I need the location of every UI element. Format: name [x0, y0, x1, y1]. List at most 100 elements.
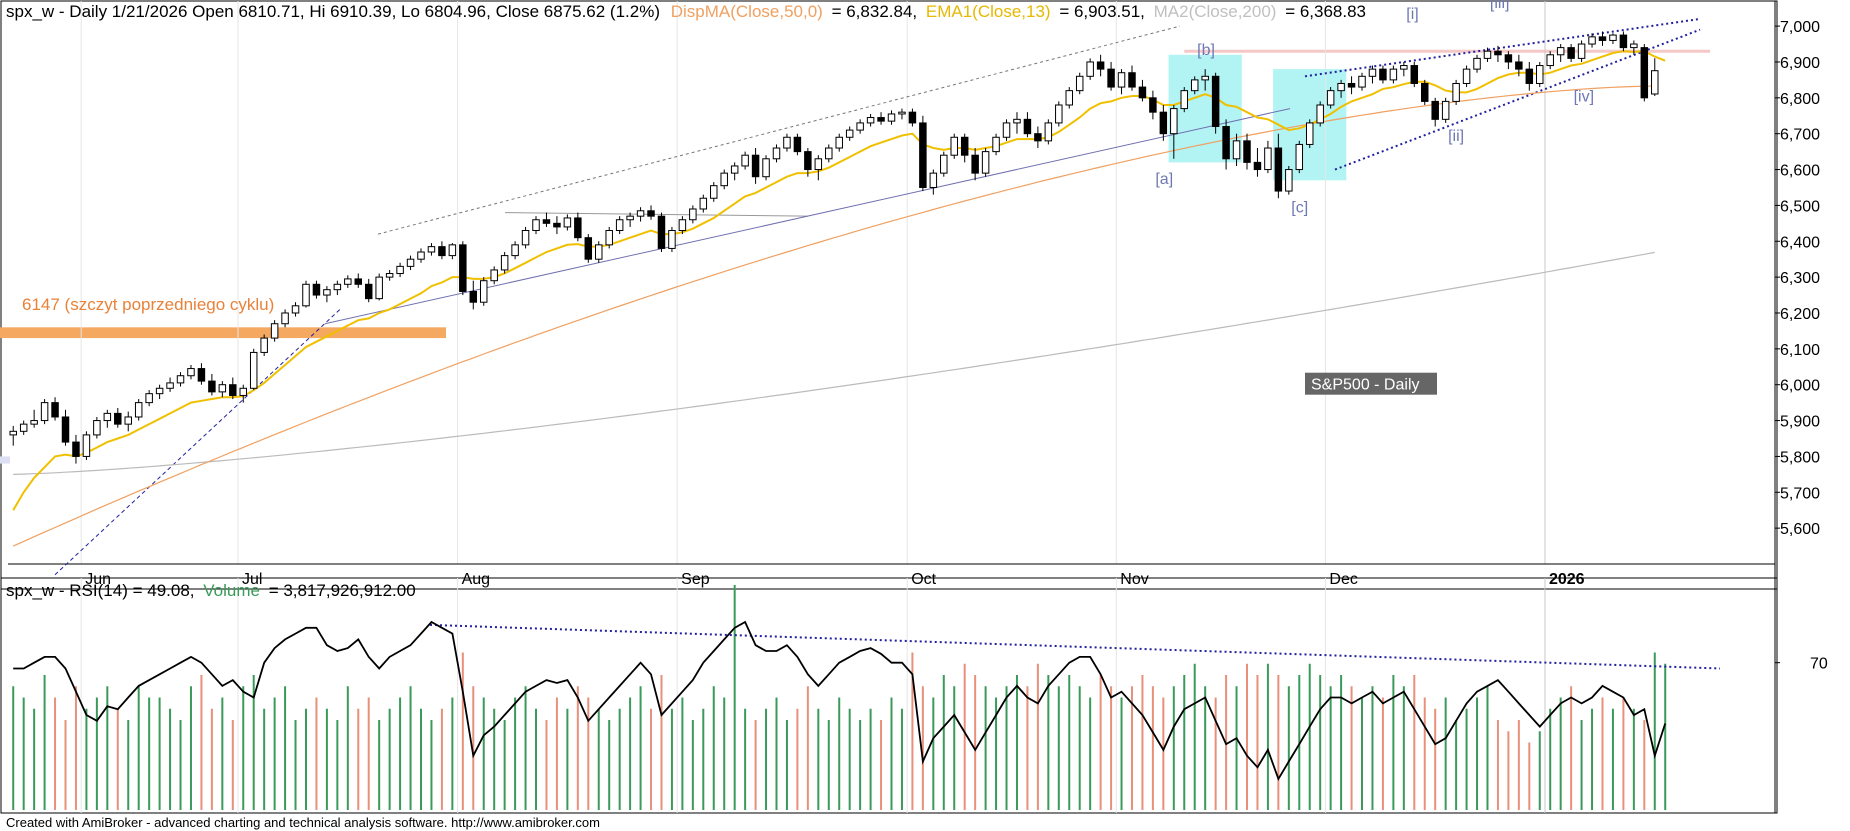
candle-body-up [720, 172, 728, 187]
rsi-header: spx_w - RSI(14) = 49.08, Volume = 3,817,… [6, 581, 416, 600]
candle-body-down [1379, 68, 1387, 81]
month-x-axis: Jun Jul Aug Sep Oct Nov Dec 2026 [85, 571, 1584, 588]
candle [1096, 54, 1105, 77]
candle-body-up [1170, 108, 1178, 135]
candle-body-up [396, 265, 404, 275]
candle-body-down [584, 237, 593, 260]
candle-body-down [1567, 47, 1575, 59]
volume-legend-label: Volume [203, 581, 260, 600]
candle [302, 280, 310, 308]
candle-body-down [804, 151, 812, 171]
candle-body-up [1232, 140, 1241, 160]
previous-cycle-high-label: 6147 (szczyt poprzedniego cyklu) [22, 295, 274, 314]
candle [1504, 51, 1513, 70]
candle-body-up [1180, 90, 1189, 110]
candle [281, 309, 289, 328]
candle-body-up [448, 244, 457, 257]
candle [950, 133, 958, 159]
price-pane-frame [0, 0, 1778, 590]
candle [636, 207, 645, 222]
candle [919, 115, 927, 192]
candle-body-up [814, 158, 823, 171]
candle-body-up [9, 430, 17, 436]
candle [929, 169, 938, 195]
candle-body-up [500, 255, 509, 271]
candle [647, 205, 655, 220]
candle-body-down [1515, 61, 1523, 70]
ma50-line [12, 85, 1655, 547]
y-tick-label: 6,200 [1780, 306, 1820, 323]
candle [1065, 87, 1073, 109]
candle [1515, 54, 1523, 77]
candle-body-up [333, 283, 342, 291]
candle-body-up [1044, 122, 1053, 142]
candle [218, 381, 227, 398]
candle-body-up [82, 434, 91, 457]
candle-body-down [1525, 68, 1534, 84]
candle-body-up [992, 136, 1000, 153]
candle [1013, 112, 1021, 134]
candle-body-up [417, 251, 425, 260]
candle [1358, 72, 1366, 91]
candle [1619, 31, 1628, 52]
candle-body-down [1034, 133, 1042, 142]
candle [1002, 119, 1011, 141]
month-label: Jun [85, 571, 111, 588]
candle-body-down [459, 244, 467, 292]
candle-body-up [145, 393, 153, 404]
candle-body-up [856, 122, 864, 131]
candle-body-up [1065, 90, 1073, 106]
candle [877, 112, 885, 125]
symbol-label-box [1305, 372, 1437, 395]
candle [51, 397, 59, 421]
candle-body-up [730, 165, 739, 174]
wave-label: [a] [1155, 171, 1173, 188]
y-tick-label: 6,100 [1780, 342, 1820, 359]
candle-body-up [532, 219, 540, 232]
candle-body-up [1546, 54, 1554, 67]
y-tick-label: 6,300 [1780, 270, 1820, 287]
candle [1379, 65, 1387, 84]
candle-body-down [908, 111, 917, 124]
candle-body-down [1211, 75, 1220, 128]
candle [229, 377, 237, 400]
candle-body-up [1630, 43, 1638, 49]
candle [1180, 87, 1189, 113]
candle-body-down [751, 154, 760, 178]
candle [1347, 76, 1356, 95]
candle [1400, 61, 1408, 77]
candle [1170, 104, 1178, 159]
candle [887, 110, 896, 125]
y-tick-label: 5,900 [1780, 414, 1820, 431]
left-edge-band [0, 456, 10, 464]
candle [1588, 33, 1596, 48]
candle-body-up [595, 244, 603, 260]
wave-label: [iv] [1574, 88, 1594, 105]
candle-body-up [218, 384, 227, 393]
candle [866, 113, 875, 127]
candle [772, 144, 781, 163]
candle-body-up [1117, 72, 1126, 88]
month-label: Aug [462, 571, 490, 588]
candle-body-down [1253, 161, 1262, 171]
candle-body-up [981, 151, 990, 174]
candle-body-up [1389, 68, 1398, 81]
candle [93, 416, 101, 439]
ma50-legend-label: DispMA(Close,50,0) [671, 2, 823, 21]
y-tick-label: 6,900 [1780, 55, 1820, 72]
price-annotations: 6147 (szczyt poprzedniego cyklu) S&P500 -… [22, 17, 1701, 576]
candle [825, 144, 833, 163]
candle-body-down [208, 380, 216, 393]
candle-body-down [1138, 86, 1147, 99]
month-label: Oct [911, 571, 936, 588]
candle-body-up [385, 273, 394, 278]
candle-body-down [1504, 54, 1513, 63]
candle-body-up [1002, 122, 1011, 138]
candle [730, 162, 739, 181]
candle-body-up [270, 323, 279, 339]
elliott-wave-labels: [a][b][c][i][ii][iii][iv][v] [1155, 0, 1594, 217]
candle-body-up [668, 230, 676, 249]
previous-cycle-high-band [0, 327, 446, 339]
candle-body-down [1107, 68, 1115, 88]
